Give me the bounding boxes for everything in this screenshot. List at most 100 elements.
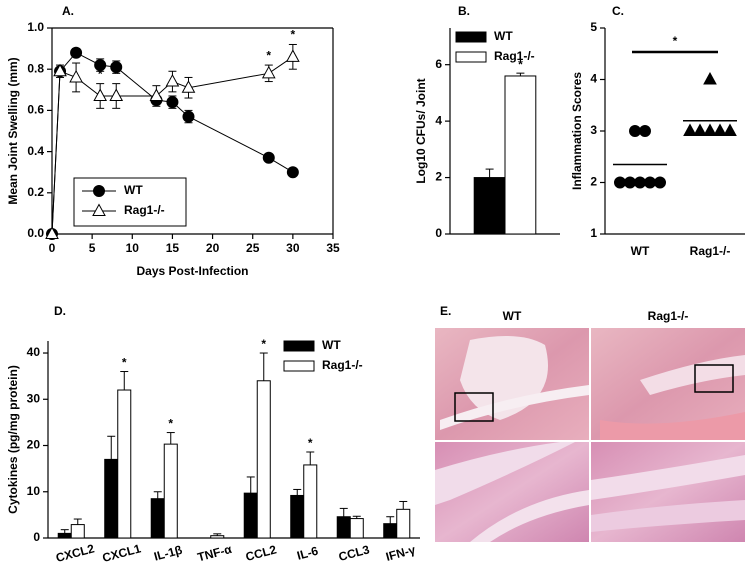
x-tick-label: Rag1-/- — [690, 244, 731, 258]
panel-label: C. — [612, 4, 624, 18]
bar — [473, 177, 506, 235]
marker — [109, 88, 124, 101]
y-tick-label: 0.8 — [27, 61, 44, 75]
marker — [110, 61, 123, 74]
marker — [181, 80, 196, 93]
legend-swatch — [455, 51, 487, 63]
legend-swatch — [455, 31, 487, 43]
legend-label: Rag1-/- — [124, 203, 165, 217]
tissue-detail — [435, 442, 575, 505]
marker — [713, 123, 727, 136]
series-line — [51, 52, 294, 235]
panel-e: E. WT Rag1-/- — [435, 304, 745, 542]
bar — [396, 508, 411, 539]
bar — [104, 458, 119, 539]
bar — [210, 535, 225, 539]
bar — [290, 494, 305, 539]
y-tick-label: 20 — [27, 438, 41, 452]
tissue-detail — [440, 385, 589, 430]
significance-mark: * — [673, 34, 678, 48]
y-axis-label: Cytokines (pg/mg protein) — [6, 365, 20, 514]
marker — [165, 74, 180, 87]
zoom-box — [454, 392, 494, 422]
marker — [286, 49, 300, 62]
marker — [93, 88, 108, 101]
significance-mark: * — [122, 356, 127, 370]
bar — [57, 532, 72, 539]
y-axis-label: Inflammation Scores — [570, 72, 584, 190]
marker — [683, 123, 697, 136]
marker — [629, 125, 641, 137]
marker — [262, 151, 275, 164]
y-axis-label: Log10 CFUs/ Joint — [414, 78, 428, 183]
significance-mark: * — [114, 67, 119, 81]
bar — [383, 523, 398, 539]
x-axis-label: Days Post-Infection — [136, 264, 248, 278]
x-tick-label: IFN-γ — [384, 542, 417, 563]
bar — [70, 524, 85, 539]
panel-label: E. — [440, 304, 451, 318]
significance-mark: * — [168, 417, 173, 431]
x-tick-label: CXCL2 — [54, 541, 96, 565]
x-tick-label: 0 — [49, 241, 56, 255]
y-tick-label: 2 — [435, 170, 442, 184]
y-tick-label: 0.4 — [27, 144, 44, 158]
marker — [634, 176, 646, 189]
marker — [624, 176, 636, 189]
marker — [703, 71, 717, 85]
marker — [639, 125, 651, 137]
legend-box — [73, 177, 187, 227]
x-tick-label: 5 — [89, 241, 96, 255]
x-tick-label: WT — [631, 244, 650, 258]
y-tick-label: 40 — [27, 345, 41, 359]
y-tick-label: 0.0 — [27, 226, 44, 240]
significance-mark: * — [98, 67, 103, 81]
legend-label: Rag1-/- — [322, 358, 363, 372]
y-tick-label: 30 — [27, 391, 41, 405]
series-line — [51, 56, 294, 235]
bar — [256, 380, 271, 539]
y-tick-label: 6 — [435, 57, 442, 71]
tissue-detail — [591, 500, 745, 532]
zoom-box — [694, 364, 734, 393]
x-tick-label: 20 — [206, 241, 220, 255]
x-tick-label: CCL2 — [244, 542, 278, 564]
panel-label: D. — [54, 304, 66, 318]
y-axis-label: Mean Joint Swelling (mm) — [6, 57, 20, 204]
x-tick-label: CXCL1 — [101, 541, 143, 565]
image-title: WT — [503, 309, 522, 323]
marker — [286, 166, 299, 179]
legend-marker — [93, 185, 105, 197]
y-tick-label: 1.0 — [27, 20, 44, 34]
bar — [303, 464, 318, 539]
significance-mark: * — [291, 28, 296, 42]
x-tick-label: IL-6 — [295, 544, 320, 563]
marker — [693, 123, 707, 136]
x-tick-label: 30 — [286, 241, 300, 255]
marker — [703, 123, 717, 136]
significance-mark: * — [266, 48, 271, 62]
y-tick-label: 4 — [435, 113, 442, 127]
x-tick-label: 25 — [246, 241, 260, 255]
bar — [504, 75, 537, 235]
marker — [654, 176, 666, 189]
bar — [150, 498, 165, 539]
x-tick-label: TNF-α — [196, 542, 234, 565]
tissue-detail — [591, 455, 745, 500]
marker — [644, 176, 656, 189]
marker — [53, 63, 67, 77]
x-tick-label: IL-1β — [152, 543, 183, 564]
bar — [243, 492, 258, 539]
marker — [94, 59, 107, 72]
x-tick-label: 10 — [126, 241, 140, 255]
tissue-detail — [600, 412, 745, 440]
y-tick-label: 5 — [590, 20, 597, 34]
marker — [69, 69, 83, 83]
marker — [70, 46, 83, 59]
legend-label: WT — [124, 183, 143, 197]
y-tick-label: 2 — [590, 175, 597, 189]
legend-label: Rag1-/- — [494, 49, 535, 63]
x-tick-label: 15 — [166, 241, 180, 255]
legend-marker — [92, 203, 106, 216]
y-tick-label: 1 — [590, 226, 597, 240]
